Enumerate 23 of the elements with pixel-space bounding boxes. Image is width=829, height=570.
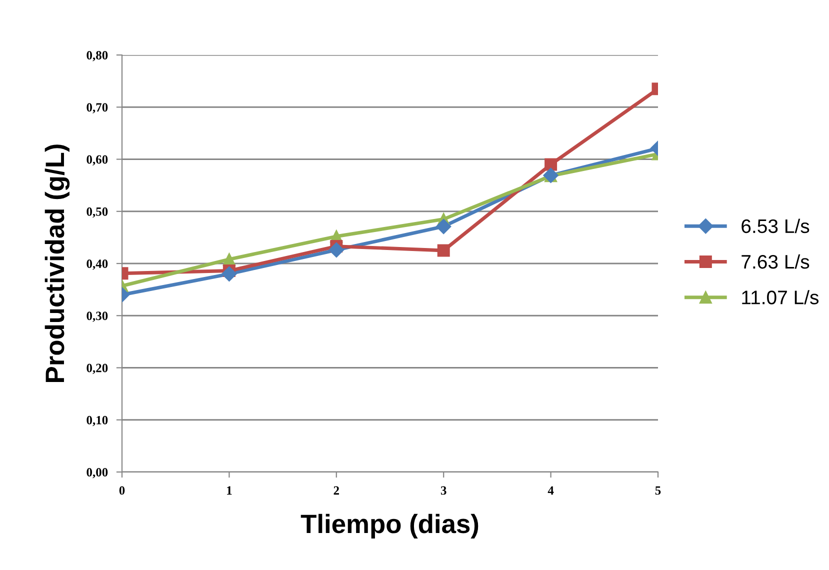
x-tick-label: 4 — [548, 486, 554, 495]
x-tick-label: 0 — [119, 486, 125, 495]
legend-label: 11.07 L/s — [742, 290, 819, 304]
y-tick-label: 0,80 — [86, 51, 108, 62]
y-axis-title: Productividad (g/L) — [44, 144, 70, 382]
y-tick-label: 0,70 — [86, 103, 108, 114]
y-tick-label: 0,40 — [86, 260, 108, 270]
x-axis-title: Tliempo (dias) — [300, 514, 478, 538]
y-tick-label: 0,10 — [86, 416, 108, 426]
point — [437, 244, 450, 257]
x-tick-label: 1 — [227, 486, 232, 495]
point — [436, 218, 452, 234]
legend-label: 6.53 L/s — [742, 218, 810, 234]
x-tick-label: 2 — [334, 486, 339, 495]
point — [328, 242, 344, 258]
legend-label: 7.63 L/s — [742, 254, 810, 269]
y-tick-label: 0,00 — [86, 468, 108, 478]
x-tick-label: 3 — [440, 486, 446, 495]
x-tick-label: 5 — [655, 486, 661, 495]
y-tick-label: 0,60 — [86, 155, 108, 166]
y-tick-label: 0,50 — [86, 207, 108, 218]
y-tick-label: 0,20 — [86, 364, 108, 374]
y-tick-label: 0,30 — [86, 312, 108, 322]
